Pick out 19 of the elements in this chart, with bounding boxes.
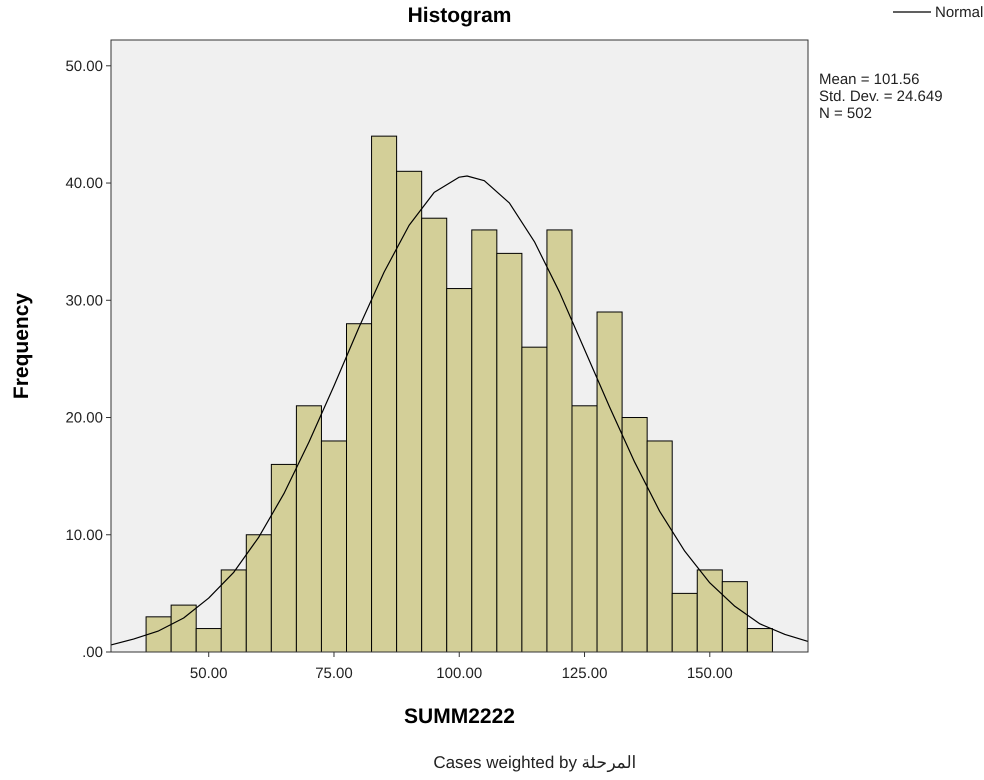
y-tick-label: 10.00 — [65, 526, 103, 544]
y-tick-label: 40.00 — [65, 175, 103, 192]
text: Cases weighted by المرحلة — [433, 753, 637, 773]
text: N = 502 — [819, 105, 872, 122]
x-tick-label: 150.00 — [686, 665, 733, 682]
x-axis-title: SUMM2222 — [404, 705, 515, 728]
y-tick-label: .00 — [82, 644, 103, 661]
chart-title: Histogram — [408, 4, 512, 27]
y-tick-label: 50.00 — [65, 58, 103, 75]
text: Std. Dev. = 24.649 — [819, 88, 943, 105]
y-tick-label: 20.00 — [65, 410, 103, 427]
x-tick-label: 100.00 — [436, 665, 482, 682]
text: Mean = 101.56 — [819, 71, 920, 88]
x-tick-label: 125.00 — [562, 665, 608, 682]
x-tick-label: 50.00 — [190, 665, 228, 682]
legend-label: Normal — [935, 4, 984, 21]
y-axis-title: Frequency — [10, 292, 33, 400]
y-tick-label: 30.00 — [65, 292, 103, 310]
x-tick-label: 75.00 — [315, 665, 353, 682]
